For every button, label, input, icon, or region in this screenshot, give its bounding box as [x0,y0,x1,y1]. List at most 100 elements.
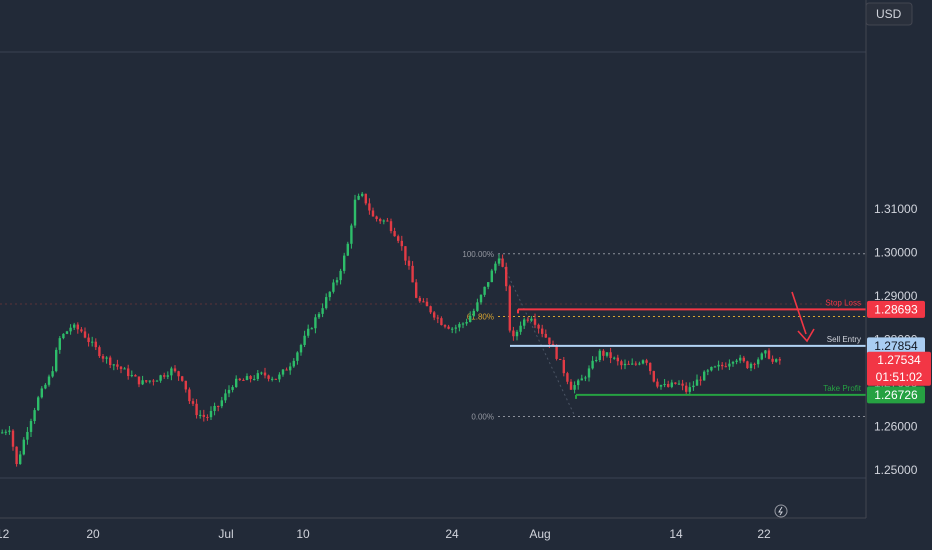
candle-body [202,414,205,417]
time-tick-jul: Jul [218,527,233,541]
currency-button[interactable] [865,2,913,26]
candle-body [184,380,187,390]
candle-body [735,360,738,362]
price-tick-label: 1.30000 [874,246,918,260]
candle-body [584,377,587,379]
candle-body [177,371,180,377]
current-price-badge [867,351,931,386]
candle-body [386,220,389,222]
candle-body [670,382,673,387]
candle-body [130,375,133,377]
candle-body [404,246,407,261]
fib-level-0-label: 0.00% [471,412,494,421]
candle-body [418,297,421,302]
candle-body [562,359,565,374]
candle-body [389,221,393,232]
candle-body [55,349,58,372]
time-tick-22: 22 [757,527,771,541]
candle-body [195,403,198,416]
candle-body [281,369,285,375]
candle-body [461,323,465,325]
stop-loss-price-badge [867,300,925,318]
candle-body [515,331,519,337]
candle-body [433,312,436,318]
candle-body [109,357,112,366]
candle-body [501,258,504,267]
candle-body [677,383,681,385]
candle-body [181,376,184,381]
price-scale-panel[interactable] [866,0,932,550]
candle-body [328,291,331,298]
candle-body [717,364,720,367]
candle-body [598,350,601,361]
candle-body [47,376,51,385]
candle-body [274,378,277,380]
candle-body [533,318,537,325]
candle-body [112,364,115,366]
candle-body [530,318,533,321]
candle-body [519,325,522,332]
candle-body [11,430,15,447]
candle-body [602,350,605,356]
candle-body [710,366,713,371]
candle-body [346,243,349,256]
candle-body [65,331,69,334]
candle-body [317,313,321,318]
candle-body [616,357,619,362]
candle-body [278,374,281,380]
candle-body [775,359,778,362]
price-badges: 1.28693 1.27854 1.26726 1.27534 01:51:02 [867,300,931,404]
fibonacci-retracement[interactable]: 100.00% 61.80% 0.00% [462,250,866,422]
sell-entry-label: Sell Entry [827,335,861,344]
candle-body [299,344,303,353]
time-scale-panel[interactable] [0,518,932,550]
candle-body [191,401,195,404]
candle-body [83,331,87,338]
candle-body [605,352,609,356]
price-tick-label: 1.25000 [874,463,918,477]
candle-body [512,330,515,337]
price-tick-label: 1.29000 [874,289,918,303]
candle-body [368,203,371,211]
candle-body [728,363,731,367]
candle-body [436,317,439,319]
candle-body [631,363,634,365]
candle-body [760,353,763,360]
candle-body [645,360,648,363]
candle-body [260,372,263,374]
candle-body [659,385,663,387]
candle-body [620,361,623,366]
candle-body [343,255,346,271]
candle-body [548,337,551,345]
candle-body [29,421,33,432]
candle-body [757,359,760,365]
candle-body [307,328,310,336]
candle-body [731,361,735,364]
candle-body [206,416,209,418]
candle-body [303,335,306,345]
candle-body [173,368,177,372]
candle-body [166,375,169,377]
candle-body [778,359,781,361]
candle-body [37,397,40,411]
candle-body [238,378,241,380]
candle-body [674,382,677,384]
candle-body [148,380,151,382]
candle-body [249,376,252,379]
candle-body [199,414,202,416]
candle-body [699,379,702,381]
trade-levels[interactable]: Stop Loss Sell Entry Take Profit [510,298,866,399]
candle-body [767,350,771,359]
lightning-icon[interactable] [774,504,788,518]
candle-body [361,193,364,196]
candle-body [566,373,569,382]
time-tick-10: 10 [296,527,310,541]
time-tick-20: 20 [86,527,100,541]
candle-body [145,380,148,382]
candle-body [332,282,335,292]
candle-body [73,324,76,328]
candle-body [641,360,645,364]
candle-body [721,364,724,367]
candle-body [263,372,267,376]
